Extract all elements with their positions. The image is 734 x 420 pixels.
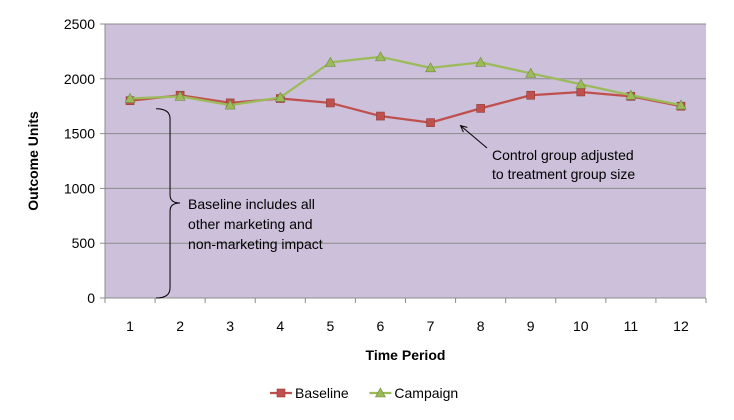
baseline-line xyxy=(129,90,682,124)
x-tick-label: 10 xyxy=(573,318,589,334)
y-tick-label: 1500 xyxy=(64,126,95,142)
x-tick-label: 12 xyxy=(673,318,689,334)
campaign-point xyxy=(224,99,236,110)
annotations: Baseline includes all other marketing an… xyxy=(156,108,638,299)
annotation-arrow-line xyxy=(460,125,488,149)
campaign-point xyxy=(324,56,336,67)
baseline-point xyxy=(576,87,586,97)
annotation-arrow-head xyxy=(459,124,468,133)
legend-item-baseline: Baseline xyxy=(270,385,349,401)
y-tick-label: 1000 xyxy=(64,180,95,196)
baseline-point xyxy=(376,111,385,121)
campaign-point xyxy=(174,90,186,101)
legend-item-campaign: Campaign xyxy=(369,385,458,401)
campaign-point xyxy=(274,91,286,102)
baseline-point xyxy=(476,104,485,113)
baseline-annotation-line-1: Baseline includes all xyxy=(188,196,315,212)
x-tick-label: 4 xyxy=(276,318,284,334)
campaign-point xyxy=(575,78,587,89)
legend-marker-baseline xyxy=(276,388,286,398)
control-group-annotation-line-1: Control group adjusted xyxy=(492,147,634,163)
y-tick-label: 2000 xyxy=(64,71,95,87)
campaign-point xyxy=(475,56,487,67)
baseline-point xyxy=(326,98,335,108)
campaign-point xyxy=(525,67,537,78)
x-tick-label: 1 xyxy=(126,318,134,334)
y-tick-label: 500 xyxy=(72,235,96,251)
campaign-point xyxy=(425,62,437,73)
legend-label-baseline: Baseline xyxy=(295,385,349,401)
campaign-line xyxy=(129,55,682,107)
series-layer xyxy=(124,51,687,127)
control-group-annotation: Control group adjusted to treatment grou… xyxy=(492,147,638,182)
x-tick-label: 9 xyxy=(527,318,535,334)
series-campaign xyxy=(124,51,687,110)
baseline-annotation-line-2: other marketing and xyxy=(188,216,313,232)
control-group-annotation-line-2: to treatment group size xyxy=(492,166,635,182)
baseline-annotation-line-3: non-marketing impact xyxy=(188,236,323,252)
x-tick-label: 2 xyxy=(176,318,184,334)
baseline-point xyxy=(526,90,536,100)
x-tick-label: 11 xyxy=(624,318,639,334)
legend-marker-campaign xyxy=(374,387,386,398)
campaign-point xyxy=(124,92,136,103)
campaign-point xyxy=(625,89,637,100)
y-tick-label: 0 xyxy=(87,290,95,306)
x-tick-label: 6 xyxy=(377,318,385,334)
x-tick-label: 8 xyxy=(477,318,485,334)
x-tick-label: 3 xyxy=(226,318,234,334)
y-axis-title: Outcome Units xyxy=(25,111,41,211)
baseline-annotation: Baseline includes all other marketing an… xyxy=(188,196,323,252)
x-tick-label: 7 xyxy=(427,318,435,334)
x-axis-title: Time Period xyxy=(366,347,446,363)
legend-label-campaign: Campaign xyxy=(394,385,458,401)
y-tick-label: 2500 xyxy=(64,16,95,32)
campaign-point xyxy=(374,51,386,62)
baseline-point xyxy=(426,118,435,127)
gridlines xyxy=(105,23,706,244)
plot-background xyxy=(105,24,706,298)
campaign-point xyxy=(675,99,687,110)
x-tick-label: 5 xyxy=(326,318,334,334)
legend: Baseline Campaign xyxy=(270,385,458,401)
